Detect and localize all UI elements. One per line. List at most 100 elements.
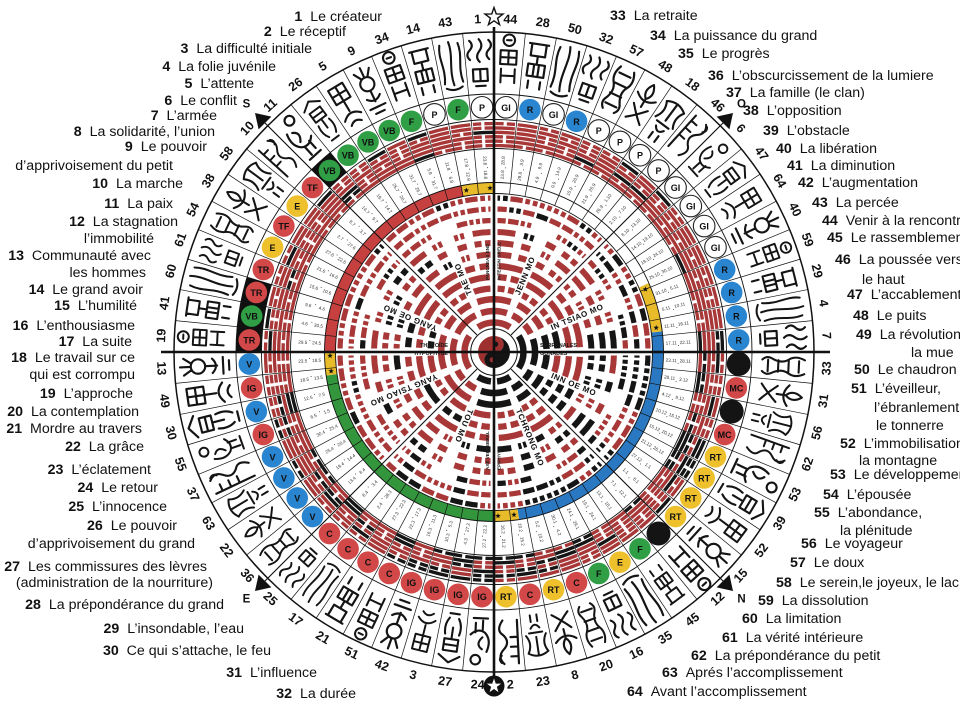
svg-text:F: F	[596, 569, 602, 579]
svg-text:6.8: 6.8	[448, 176, 455, 184]
svg-text:27 Les commissures des lèvres: 27 Les commissures des lèvres	[4, 559, 207, 575]
svg-text:RT: RT	[500, 592, 512, 602]
svg-text:22.2: 22.2	[482, 524, 487, 534]
svg-text:16.11: 16.11	[678, 320, 690, 327]
svg-text:16: 16	[627, 644, 646, 663]
svg-text:20 La contemplation: 20 La contemplation	[7, 404, 139, 420]
svg-text:P: P	[596, 126, 602, 136]
svg-text:59: 59	[799, 231, 817, 249]
svg-text:le tonnerre: le tonnerre	[876, 418, 944, 434]
svg-text:RT: RT	[709, 452, 721, 462]
svg-text:14.10: 14.10	[630, 240, 643, 251]
svg-text:MC: MC	[718, 430, 732, 440]
svg-text:13 Communauté avec: 13 Communauté avec	[8, 248, 151, 264]
svg-text:37 La famille (le clan): 37 La famille (le clan)	[726, 85, 865, 101]
svg-text:15.12: 15.12	[648, 423, 661, 433]
svg-text:P: P	[637, 151, 643, 161]
svg-text:qui est corrompu: qui est corrompu	[29, 367, 135, 383]
svg-text:14.7: 14.7	[384, 204, 394, 215]
svg-text:20: 20	[597, 657, 615, 675]
svg-text:22.6: 22.6	[337, 256, 348, 265]
svg-text:24.5: 24.5	[312, 340, 322, 345]
svg-text:33 La retraite: 33 La retraite	[610, 8, 698, 24]
svg-text:27.12: 27.12	[631, 452, 644, 463]
svg-text:61: 61	[172, 231, 190, 249]
svg-text:1 Le créateur: 1 Le créateur	[294, 9, 382, 25]
svg-text:4.2: 4.2	[555, 528, 562, 536]
svg-text:31 L’influence: 31 L’influence	[226, 665, 317, 681]
svg-text:TF: TF	[307, 183, 318, 193]
svg-text:24.1: 24.1	[566, 507, 575, 518]
svg-text:22.3: 22.3	[408, 519, 417, 530]
svg-text:9.9: 9.9	[550, 181, 557, 189]
svg-text:28: 28	[535, 15, 551, 31]
svg-text:GI: GI	[501, 103, 511, 113]
svg-text:7.1: 7.1	[609, 479, 617, 487]
svg-text:27.6: 27.6	[325, 249, 336, 258]
svg-text:40 La libération: 40 La libération	[776, 141, 877, 157]
svg-text:4.6: 4.6	[318, 305, 326, 312]
svg-text:4 La folie juvénile: 4 La folie juvénile	[162, 59, 276, 75]
svg-text:8: 8	[570, 667, 580, 682]
svg-text:4.6: 4.6	[301, 321, 308, 327]
svg-text:56: 56	[809, 424, 826, 441]
svg-text:C: C	[326, 529, 333, 539]
svg-text:63: 63	[199, 514, 218, 533]
svg-text:29.5: 29.5	[298, 340, 308, 345]
svg-text:46 La poussée vers: 46 La poussée vers	[835, 252, 960, 268]
svg-text:E: E	[294, 202, 300, 212]
svg-text:28 La prépondérance du grand: 28 La prépondérance du grand	[25, 597, 224, 613]
svg-text:8.4: 8.4	[361, 489, 369, 497]
svg-text:19.10: 19.10	[640, 255, 653, 265]
svg-text:12.8: 12.8	[465, 172, 471, 182]
svg-text:13: 13	[154, 361, 169, 376]
svg-text:15.12: 15.12	[668, 412, 681, 421]
svg-text:21: 21	[313, 628, 332, 647]
svg-text:53: 53	[786, 485, 805, 504]
svg-text:14.4: 14.4	[346, 453, 357, 463]
svg-text:E: E	[243, 593, 251, 605]
svg-text:V: V	[294, 493, 300, 503]
svg-text:11.3: 11.3	[430, 514, 438, 524]
svg-text:IG: IG	[430, 585, 440, 595]
svg-text:9.6: 9.6	[305, 302, 313, 309]
svg-text:52: 52	[752, 541, 772, 561]
svg-text:49: 49	[157, 393, 173, 409]
svg-text:VB: VB	[245, 312, 258, 322]
svg-text:19.7: 19.7	[375, 193, 385, 204]
svg-text:28.11: 28.11	[680, 358, 692, 364]
svg-text:10.12: 10.12	[655, 407, 668, 416]
svg-text:le haut: le haut	[862, 272, 905, 288]
svg-text:SURRENALES: SURRENALES	[540, 343, 578, 349]
svg-text:39: 39	[770, 514, 789, 533]
svg-text:HYPOPHYSE: HYPOPHYSE	[414, 351, 448, 357]
svg-text:42 L’augmentation: 42 L’augmentation	[798, 175, 918, 191]
svg-text:39 L’obstacle: 39 L’obstacle	[763, 123, 850, 139]
svg-text:C: C	[527, 590, 534, 600]
svg-text:50 Le chaudron: 50 Le chaudron	[854, 362, 957, 378]
svg-text:d’apprivoisement du petit: d’apprivoisement du petit	[15, 158, 173, 174]
svg-text:58 Le serein,le joyeux, le lac: 58 Le serein,le joyeux, le lac	[776, 575, 959, 591]
svg-text:R: R	[527, 105, 534, 115]
svg-text:22: 22	[217, 541, 237, 561]
svg-text:RT: RT	[670, 512, 682, 522]
svg-text:27.2: 27.2	[482, 538, 487, 548]
svg-text:3.12: 3.12	[679, 377, 689, 383]
svg-text:la plénitude: la plénitude	[840, 523, 913, 539]
svg-text:62 La prépondérance du petit: 62 La prépondérance du petit	[691, 648, 880, 664]
svg-text:7: 7	[819, 332, 833, 340]
svg-text:42: 42	[373, 657, 391, 675]
svg-text:45: 45	[683, 610, 703, 630]
svg-text:64 Avant l’accomplissement: 64 Avant l’accomplissement	[627, 684, 807, 700]
svg-text:29.8: 29.8	[517, 171, 523, 181]
svg-text:1.1: 1.1	[644, 462, 652, 470]
svg-text:TF: TF	[278, 222, 289, 232]
svg-text:19.4: 19.4	[335, 461, 346, 471]
svg-text:4.3: 4.3	[463, 537, 469, 544]
svg-text:PANCREAS END: PANCREAS END	[485, 243, 490, 280]
svg-text:GI: GI	[699, 222, 709, 232]
svg-text:26: 26	[286, 75, 306, 95]
svg-text:63 Aprés l’accomplissement: 63 Aprés l’accomplissement	[662, 665, 843, 681]
svg-text:16.2: 16.2	[500, 525, 505, 535]
svg-text:26 Le pouvoir: 26 Le pouvoir	[87, 518, 177, 534]
